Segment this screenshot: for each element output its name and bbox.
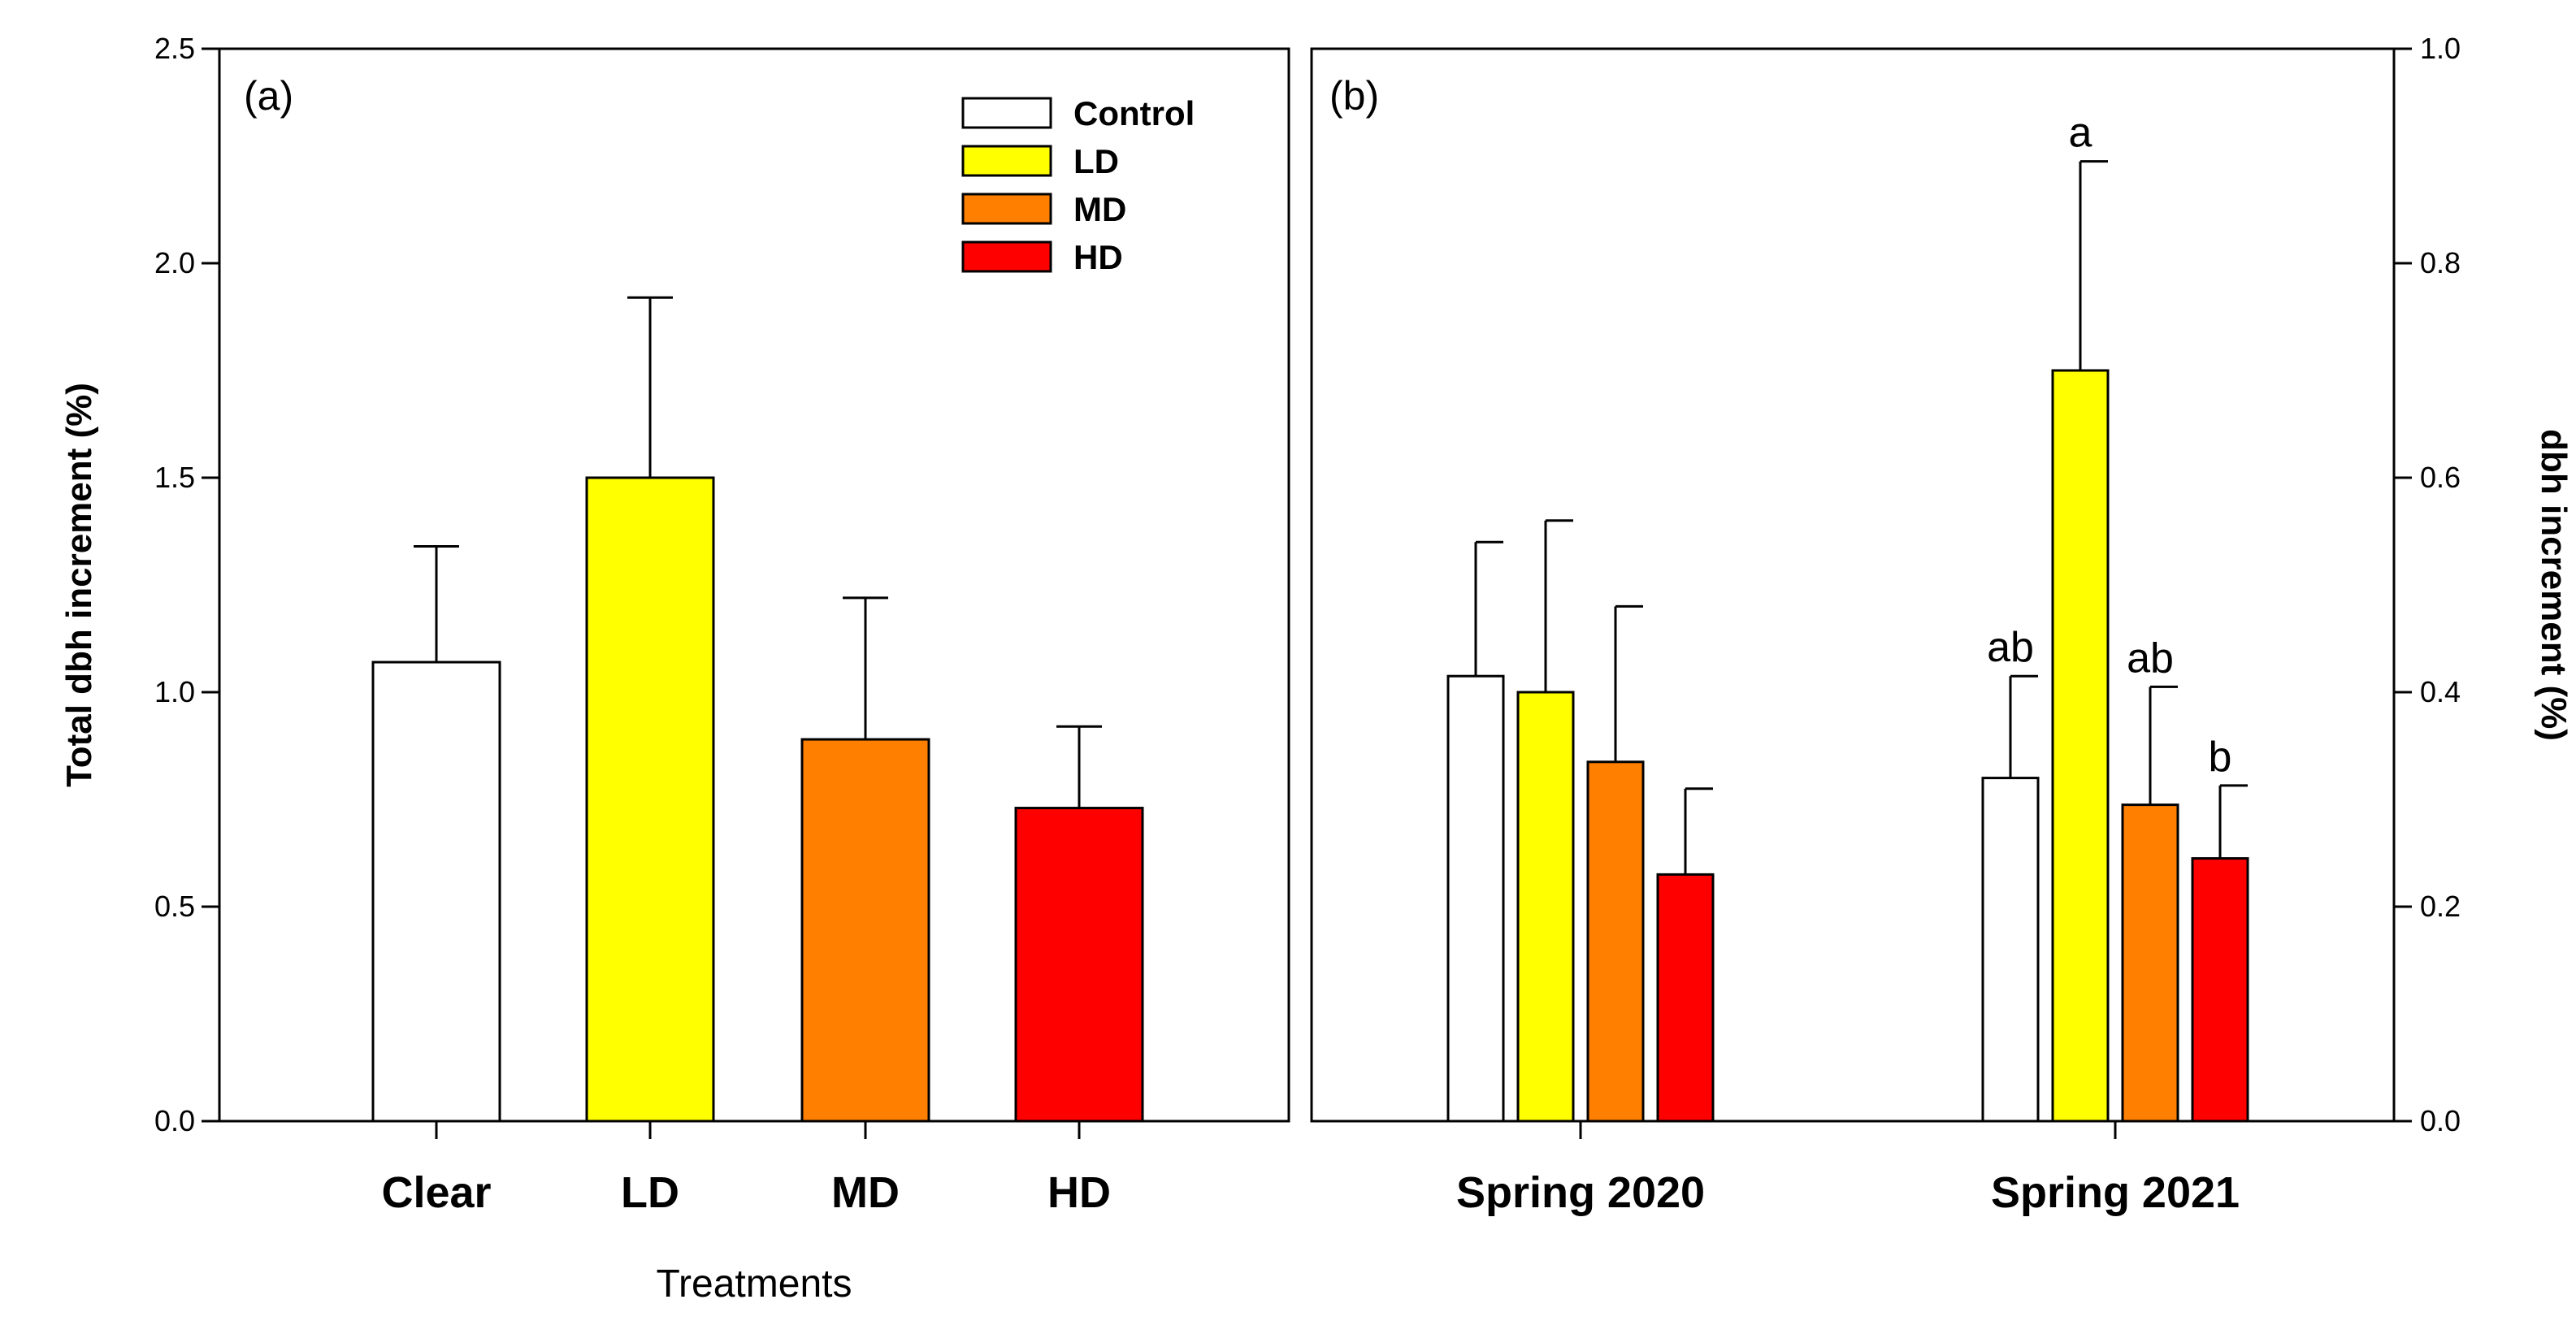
y-tick-label: 1.0	[154, 675, 195, 708]
significance-letter: ab	[1987, 624, 2034, 671]
y-tick-label: 0.0	[154, 1104, 195, 1137]
panel-a-frame	[218, 47, 1290, 1123]
panel-a-y-axis: 0.0 0.5 1.0 1.5 2.0 2.5	[154, 32, 219, 1137]
legend: Control LD MD HD	[961, 94, 1195, 276]
bar-ld	[585, 476, 715, 1123]
panel-a-category-labels: Clear LD MD HD	[381, 1168, 1111, 1217]
legend-label: LD	[1073, 142, 1119, 180]
y-tick-label: 1.0	[2420, 32, 2461, 65]
category-label: Clear	[381, 1168, 491, 1217]
category-label: HD	[1047, 1168, 1111, 1217]
y-tick-label: 0.2	[2420, 890, 2461, 923]
legend-swatch-ld	[961, 145, 1052, 177]
bar-control	[1446, 674, 1505, 1123]
bar-hd	[2191, 857, 2249, 1123]
bar-hd	[1014, 807, 1144, 1123]
significance-letter: ab	[2127, 635, 2174, 682]
panel-a-y-axis-title: Total dbh increment (%)	[59, 383, 99, 787]
legend-swatch-md	[961, 193, 1052, 225]
significance-letter: b	[2209, 734, 2232, 781]
bar-clear	[371, 661, 501, 1123]
y-tick-label: 2.5	[154, 32, 195, 65]
legend-label: MD	[1073, 190, 1126, 228]
legend-swatch-hd	[961, 240, 1052, 273]
y-tick-label: 2.0	[154, 246, 195, 279]
panel-b-y-axis-title: dbh increment (%)	[2534, 429, 2574, 741]
category-label: MD	[831, 1168, 900, 1217]
bar-ld	[2051, 369, 2110, 1123]
panel-b-category-labels: Spring 2020 Spring 2021	[1456, 1168, 2240, 1217]
y-tick-label: 1.5	[154, 461, 195, 494]
category-label: LD	[621, 1168, 679, 1217]
bar-md	[800, 738, 930, 1123]
legend-label: Control	[1073, 94, 1195, 132]
y-tick-label: 0.4	[2420, 675, 2461, 708]
panel-a-bars	[371, 296, 1144, 1139]
bar-control	[1981, 777, 2040, 1123]
bar-md	[2121, 803, 2179, 1123]
panel-b-label: (b)	[1329, 73, 1379, 119]
y-tick-label: 0.8	[2420, 246, 2461, 279]
y-tick-label: 0.0	[2420, 1104, 2461, 1137]
legend-label: HD	[1073, 238, 1123, 276]
category-label: Spring 2021	[1991, 1168, 2240, 1217]
y-tick-label: 0.6	[2420, 461, 2461, 494]
panel-b-y-axis: 0.0 0.2 0.4 0.6 0.8 1.0	[2394, 32, 2461, 1137]
legend-swatch-control	[961, 97, 1052, 129]
y-tick-label: 0.5	[154, 890, 195, 923]
panel-a-x-axis-title: Treatments	[657, 1263, 852, 1306]
bar-hd	[1656, 873, 1715, 1123]
significance-letter: a	[2069, 110, 2092, 157]
bar-md	[1586, 760, 1645, 1123]
bar-ld	[1516, 691, 1575, 1123]
panel-a-label: (a)	[244, 73, 293, 119]
panel-b-bars: ab a ab b	[1446, 110, 2249, 1139]
category-label: Spring 2020	[1456, 1168, 1705, 1217]
panel-b-frame	[1310, 47, 2396, 1123]
